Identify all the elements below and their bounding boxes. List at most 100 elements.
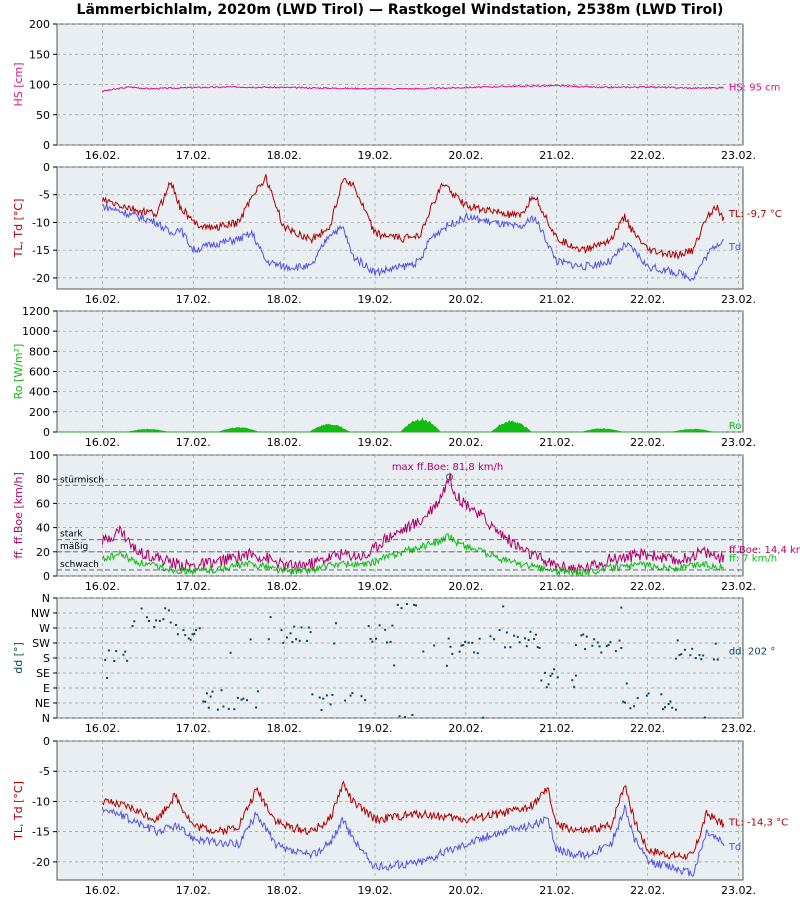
direction-point [198, 627, 201, 630]
wind-zone-label: schwach [60, 560, 99, 570]
x-tick-label: 16.02. [85, 436, 120, 449]
direction-point [393, 664, 396, 667]
end-label-TL: TL: -14,3 °C [728, 818, 788, 829]
y-tick-label: N [42, 592, 50, 605]
direction-point [113, 660, 116, 662]
direction-point [473, 651, 476, 654]
direction-point [384, 628, 387, 631]
y-tick-label: 20 [36, 546, 50, 559]
direction-point [476, 652, 479, 655]
x-tick-label: 21.02. [539, 149, 574, 162]
direction-point [400, 607, 403, 610]
y-tick-label: 0 [43, 570, 50, 583]
direction-point [133, 620, 136, 623]
y-tick-label: 0 [43, 161, 50, 174]
x-tick-label: 21.02. [539, 722, 574, 735]
panel-snow: 16.02. 17.02. 18.02. 19.02. 20.02. 21.02. 22.0… [12, 18, 780, 162]
direction-point [140, 607, 143, 610]
direction-point [702, 654, 705, 657]
direction-point [404, 716, 407, 719]
direction-point [700, 658, 703, 661]
direction-point [391, 624, 394, 627]
direction-point [502, 605, 505, 608]
direction-point [585, 635, 588, 638]
x-tick-label: 18.02. [267, 580, 302, 593]
y-axis-label: ff, ff.Boe [km/h] [12, 472, 25, 559]
x-tick-label: 20.02. [448, 580, 483, 593]
direction-point [445, 664, 448, 667]
y-axis-label: HS [cm] [12, 62, 25, 106]
y-tick-label: W [39, 622, 50, 635]
direction-point [691, 647, 694, 650]
direction-point [636, 697, 639, 700]
x-tick-label: 18.02. [267, 722, 302, 735]
direction-point [489, 635, 492, 638]
direction-point [529, 630, 532, 633]
y-tick-label: -20 [32, 272, 50, 285]
y-tick-label: 150 [29, 48, 50, 61]
x-tick-label: 23.02. [721, 884, 756, 897]
direction-point [504, 646, 506, 649]
direction-point [633, 705, 636, 708]
y-tick-label: N [42, 712, 50, 725]
direction-point [106, 676, 109, 679]
direction-point [240, 698, 243, 701]
direction-point [540, 679, 543, 682]
x-tick-label: 19.02. [358, 149, 393, 162]
y-tick-label: 1200 [22, 305, 50, 318]
direction-point [622, 700, 625, 703]
series-line-Td [101, 804, 725, 877]
direction-point [184, 634, 187, 637]
direction-point [115, 650, 118, 653]
direction-point [375, 637, 377, 640]
x-tick-label: 21.02. [539, 293, 574, 306]
end-label-Td: Td [728, 242, 741, 253]
x-tick-label: 20.02. [448, 722, 483, 735]
direction-point [220, 689, 223, 692]
y-tick-label: SE [36, 667, 50, 680]
direction-point [464, 640, 467, 643]
direction-point [534, 633, 537, 636]
direction-point [462, 644, 465, 647]
direction-point [269, 616, 272, 619]
direction-point [289, 632, 292, 635]
end-label-TL: TL: -9,7 °C [728, 209, 782, 220]
direction-point [193, 632, 196, 635]
direction-point [524, 637, 526, 640]
direction-point [460, 644, 463, 647]
direction-point [451, 652, 454, 655]
direction-point [660, 693, 663, 696]
max-gust-annotation: max ff.Boe: 81,8 km/h [392, 462, 503, 473]
series-line-TL [101, 174, 725, 260]
direction-point [513, 634, 516, 637]
direction-point [509, 646, 512, 649]
y-tick-label: -5 [39, 765, 50, 778]
direction-point [716, 658, 719, 661]
direction-point [527, 639, 530, 642]
direction-point [447, 637, 450, 640]
direction-point [229, 651, 232, 654]
end-label-ff: ff: 7 km/h [729, 553, 777, 564]
direction-point [683, 648, 686, 651]
direction-point [176, 633, 179, 636]
x-tick-label: 19.02. [358, 884, 393, 897]
direction-point [333, 642, 336, 645]
x-tick-label: 22.02. [630, 293, 665, 306]
direction-point [207, 706, 210, 709]
direction-point [584, 648, 586, 651]
direction-point [573, 685, 576, 688]
direction-point [698, 654, 701, 657]
direction-point [544, 671, 546, 674]
plot-area [56, 740, 744, 881]
y-tick-label: -15 [32, 244, 50, 257]
y-tick-label: E [43, 682, 50, 695]
direction-point [714, 642, 717, 645]
direction-point [291, 640, 294, 643]
direction-point [433, 644, 436, 647]
direction-point [703, 716, 706, 719]
end-label: dd: 202 ° [729, 647, 776, 658]
x-tick-label: 18.02. [267, 293, 302, 306]
direction-point [413, 603, 416, 606]
direction-point [609, 641, 612, 644]
y-tick-label: SW [32, 637, 50, 650]
